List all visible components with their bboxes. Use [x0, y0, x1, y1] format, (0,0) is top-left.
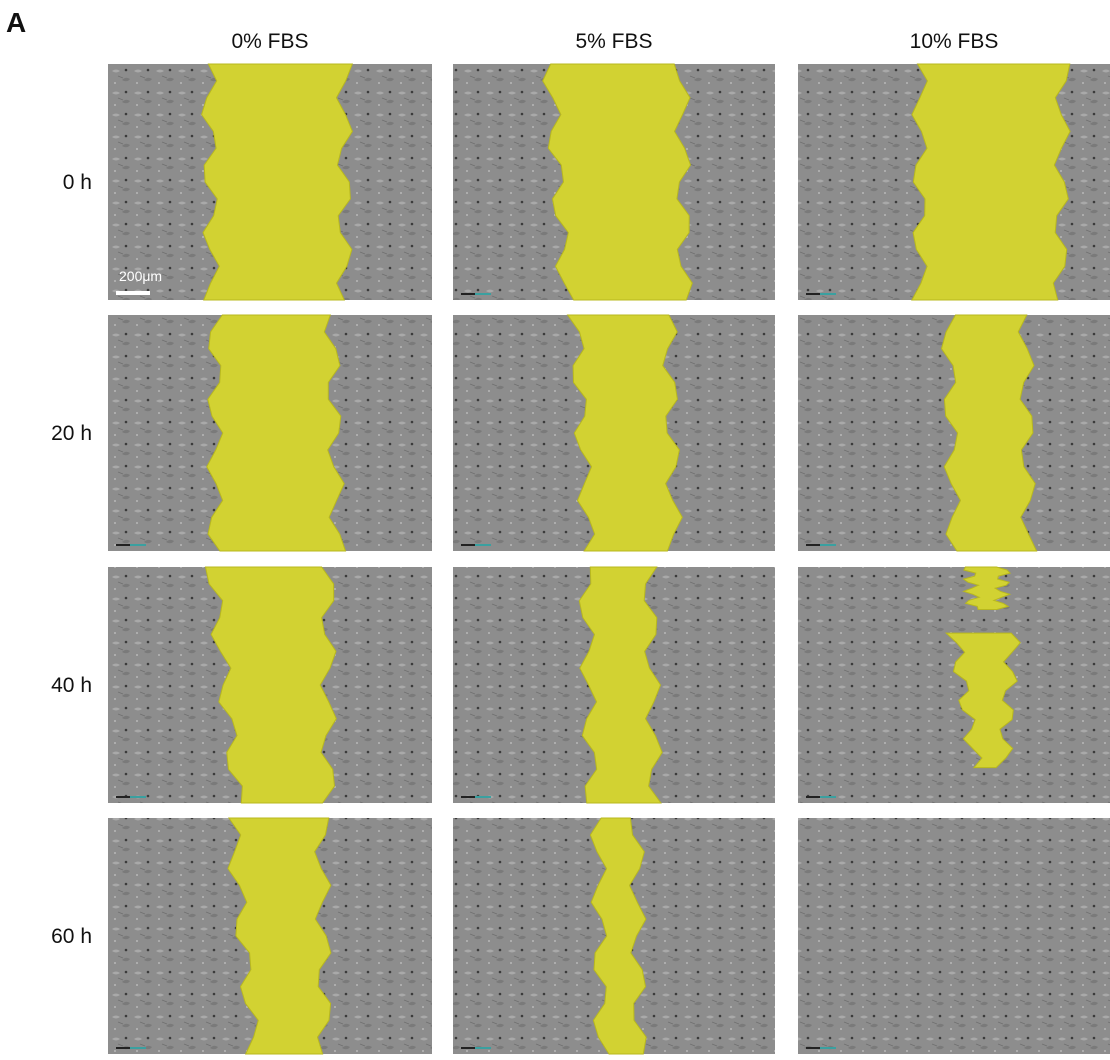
- micrograph-panel: [108, 315, 432, 551]
- micrograph-panel: [798, 64, 1110, 300]
- row-label: 60 h: [51, 925, 92, 948]
- micrograph-panel: [798, 315, 1110, 551]
- micrograph-panel: [453, 315, 775, 551]
- column-header: 5% FBS: [575, 30, 652, 53]
- micrograph-panel: [798, 567, 1110, 803]
- micrograph-panel: [453, 567, 775, 803]
- micrograph: [798, 818, 1110, 1054]
- micrograph-panel: [453, 818, 775, 1054]
- panel-label: A: [6, 7, 26, 38]
- micrograph-panel: [108, 64, 432, 300]
- row-label: 0 h: [63, 171, 92, 194]
- micrograph: [798, 567, 1110, 803]
- micrograph-panel: [108, 818, 432, 1054]
- wound-area: [543, 64, 693, 300]
- scale-bar-label: 200μm: [119, 268, 162, 284]
- column-header: 0% FBS: [231, 30, 308, 53]
- wound-area: [207, 315, 346, 551]
- micrograph-panel: [798, 818, 1110, 1054]
- column-header: 10% FBS: [910, 30, 999, 53]
- row-label: 20 h: [51, 422, 92, 445]
- wound-area: [202, 64, 353, 300]
- wound-area: [912, 64, 1070, 300]
- figure: A 200μm 0% FBS 5% FBS 10% FBS 0 h 20 h 40 h 60 …: [0, 0, 1110, 1055]
- micrograph-panel: [108, 567, 432, 803]
- micrograph-panel: [453, 64, 775, 300]
- row-label: 40 h: [51, 674, 92, 697]
